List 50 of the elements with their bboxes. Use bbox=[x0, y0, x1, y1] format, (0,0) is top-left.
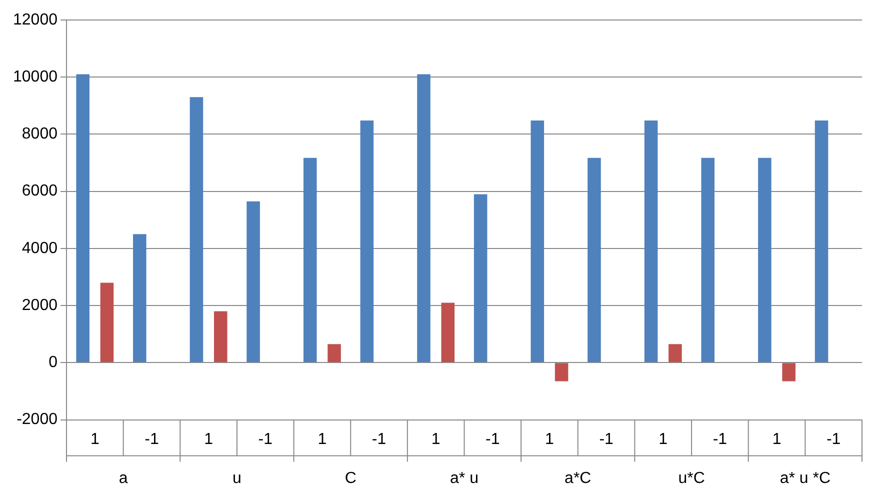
y-tick-label: 6000 bbox=[22, 182, 58, 200]
x-tick-label: 1 bbox=[658, 430, 668, 448]
y-tick-label: 0 bbox=[48, 354, 58, 372]
bar bbox=[360, 120, 374, 362]
bar bbox=[668, 344, 682, 362]
y-tick-label: 4000 bbox=[22, 240, 58, 257]
bar bbox=[814, 120, 828, 362]
y-tick-label: 2000 bbox=[22, 296, 58, 314]
bar bbox=[588, 158, 601, 362]
text: u bbox=[232, 470, 242, 487]
text: a bbox=[118, 470, 128, 487]
y-tick-label: -2000 bbox=[16, 411, 58, 428]
bar bbox=[782, 363, 796, 382]
y-tick-label: 8000 bbox=[22, 126, 58, 143]
x-tick-label: 1 bbox=[90, 430, 100, 448]
text: a*C bbox=[564, 470, 592, 487]
x-tick-label: -1 bbox=[258, 430, 273, 448]
bar bbox=[190, 97, 204, 362]
bar bbox=[303, 158, 317, 362]
x-tick-label: -1 bbox=[372, 430, 386, 448]
y-tick-label: 10000 bbox=[12, 68, 58, 86]
x-tick-label: 1 bbox=[204, 430, 214, 448]
text: a* u bbox=[450, 470, 478, 487]
bar bbox=[474, 194, 488, 362]
bar bbox=[133, 234, 146, 362]
bar bbox=[701, 158, 715, 362]
text: a* u *C bbox=[780, 470, 831, 487]
bar bbox=[328, 344, 341, 362]
x-tick-label: -1 bbox=[486, 430, 500, 448]
x-tick-label: 1 bbox=[772, 430, 782, 448]
x-tick-label: -1 bbox=[599, 430, 614, 448]
x-tick-label: 1 bbox=[318, 430, 327, 448]
x-tick-label: -1 bbox=[826, 430, 841, 448]
text: C bbox=[344, 470, 356, 487]
bar bbox=[758, 158, 772, 362]
bar bbox=[214, 311, 228, 362]
bar bbox=[76, 74, 90, 362]
text: u*C bbox=[678, 470, 705, 487]
x-tick-label: 1 bbox=[545, 430, 554, 448]
bar bbox=[530, 120, 544, 362]
bar bbox=[100, 282, 114, 362]
x-tick-label: 1 bbox=[431, 430, 440, 448]
x-tick-label: -1 bbox=[712, 430, 728, 448]
bar bbox=[441, 302, 455, 362]
bar bbox=[554, 363, 568, 382]
bar bbox=[644, 120, 658, 362]
x-tick-label: -1 bbox=[144, 430, 159, 448]
y-tick-label: 12000 bbox=[12, 11, 58, 28]
bar bbox=[246, 201, 260, 362]
bar bbox=[417, 74, 430, 362]
